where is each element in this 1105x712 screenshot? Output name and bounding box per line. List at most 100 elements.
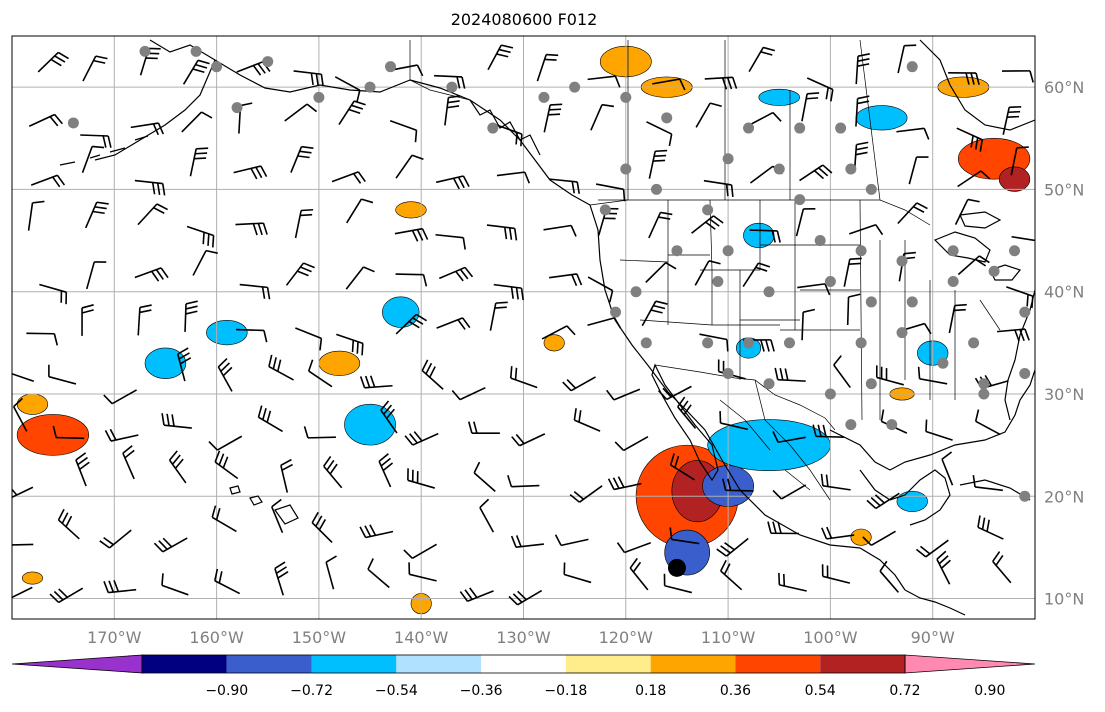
wind-barb [239, 283, 271, 300]
wind-barb [280, 458, 293, 493]
wind-barb [936, 550, 951, 585]
wind-barb [214, 568, 241, 595]
lon-tick-label: 90°W [911, 628, 955, 647]
wind-barb [646, 121, 673, 146]
wind-barb [435, 175, 470, 190]
wind-barb [855, 95, 870, 127]
wind-barb [134, 179, 166, 196]
wind-barb [772, 484, 807, 500]
wind-barb [562, 376, 596, 392]
wind-barb [104, 428, 139, 442]
wind-barb [496, 171, 531, 184]
colorbar-segment [481, 655, 566, 673]
wind-barb [820, 473, 851, 491]
station-dot [722, 368, 734, 380]
wind-barb [748, 46, 776, 73]
wind-barb [1010, 146, 1029, 176]
wind-barb [866, 492, 900, 510]
wind-barb [595, 183, 626, 202]
colorbar-segment [565, 655, 651, 673]
station-dot [446, 81, 458, 93]
station-dot [978, 388, 990, 400]
wind-barb [616, 541, 651, 554]
station-dot [773, 163, 785, 175]
wind-barb [311, 511, 333, 544]
station-dot [947, 245, 959, 257]
coastline-gulf [829, 369, 1035, 471]
wind-barb [897, 44, 917, 74]
wind-barb [161, 573, 189, 596]
station-dot [845, 419, 857, 431]
wind-barb [80, 134, 112, 148]
wind-barb [821, 564, 851, 584]
station-dot [620, 163, 632, 175]
station-dot [906, 61, 918, 73]
colorbar-tick-label: −0.18 [544, 683, 587, 699]
wind-barb [908, 156, 929, 185]
wind-barb [103, 580, 137, 594]
wind-barb [30, 174, 66, 188]
colorbar-segment [142, 655, 227, 673]
colorbar-tick-label: −0.36 [460, 683, 503, 699]
wind-barb [669, 527, 700, 545]
wind-barb [855, 53, 870, 85]
wind-barb [977, 515, 1004, 540]
wind-barb [81, 145, 105, 174]
lon-tick-label: 100°W [803, 628, 858, 647]
station-dot [968, 337, 980, 349]
wind-barb [957, 255, 990, 276]
wind-barb [12, 543, 34, 546]
wind-barb [948, 303, 967, 334]
station-dot [1019, 306, 1031, 318]
wind-barb [459, 587, 494, 602]
wind-barb [294, 208, 314, 239]
wind-barb [214, 450, 239, 480]
anomaly-region [21, 571, 43, 585]
wind-barb [479, 498, 495, 533]
wind-barb [380, 400, 398, 434]
us-states [619, 199, 1001, 421]
wind-barb [563, 562, 592, 584]
anomaly-region [206, 320, 248, 346]
wind-barb [378, 453, 394, 488]
wind-barb [75, 452, 90, 487]
station-dot [794, 194, 806, 206]
station-dot [947, 275, 959, 287]
wind-barb [52, 425, 85, 440]
wind-barb [833, 355, 851, 389]
wind-barb [359, 375, 393, 389]
wind-barb [917, 366, 948, 385]
wind-barb [303, 426, 336, 439]
station-dot [743, 122, 755, 134]
station-dot [231, 102, 243, 114]
wind-barb [489, 301, 508, 331]
wind-barb [719, 411, 748, 431]
coastline-panhandle [469, 99, 541, 156]
wind-barb [941, 451, 954, 486]
station-dot [763, 286, 775, 298]
wind-barb [1006, 286, 1034, 309]
wind-barb [587, 276, 614, 303]
wind-barb [1002, 70, 1034, 83]
wind-barb [948, 71, 980, 85]
wind-barb [486, 224, 518, 241]
lon-tick-label: 110°W [701, 628, 756, 647]
wind-barb [421, 359, 444, 390]
wind-barb [997, 328, 1030, 342]
longitude-labels: 170°W 160°W 150°W 140°W 130°W 120°W 110°W 100°W… [87, 628, 955, 647]
wind-barb [49, 587, 84, 604]
station-dot [211, 61, 223, 73]
colorbar-tick-label: 0.72 [889, 683, 920, 699]
wind-barb [657, 385, 692, 401]
station-dot [1019, 368, 1031, 380]
station-dot [364, 81, 376, 93]
wind-barb [345, 266, 375, 290]
colorbar-tick-label: −0.72 [290, 683, 333, 699]
wind-barb [587, 317, 622, 329]
wind-barb [235, 222, 268, 236]
station-dot [569, 81, 581, 93]
wind-barb [510, 535, 544, 548]
wind-barb [468, 421, 500, 435]
wind-barb [799, 164, 833, 182]
